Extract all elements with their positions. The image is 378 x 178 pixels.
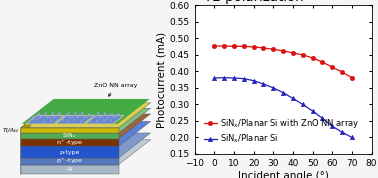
- SiN$_x$/Planar Si: [251, 80, 256, 82]
- Polygon shape: [26, 116, 64, 124]
- Polygon shape: [85, 116, 124, 124]
- SiN$_x$/Planar Si with ZnO NN array: [340, 71, 344, 73]
- Polygon shape: [21, 140, 150, 165]
- SiN$_x$/Planar Si: [350, 136, 354, 138]
- SiN$_x$/Planar Si: [330, 125, 335, 127]
- Polygon shape: [21, 133, 150, 158]
- Text: p-type: p-type: [59, 150, 80, 155]
- Polygon shape: [56, 116, 94, 124]
- Polygon shape: [21, 108, 53, 139]
- Polygon shape: [56, 116, 94, 124]
- Line: SiN$_x$/Planar Si with ZnO NN array: SiN$_x$/Planar Si with ZnO NN array: [212, 44, 354, 80]
- Polygon shape: [26, 116, 64, 124]
- SiN$_x$/Planar Si: [261, 83, 266, 85]
- Polygon shape: [26, 116, 64, 124]
- Polygon shape: [21, 133, 119, 139]
- SiN$_x$/Planar Si with ZnO NN array: [291, 52, 295, 54]
- Polygon shape: [22, 99, 150, 124]
- Polygon shape: [21, 140, 53, 174]
- Polygon shape: [21, 146, 119, 158]
- SiN$_x$/Planar Si: [242, 78, 246, 80]
- Polygon shape: [56, 116, 94, 124]
- SiN$_x$/Planar Si with ZnO NN array: [212, 45, 217, 47]
- Polygon shape: [21, 108, 150, 133]
- SiN$_x$/Planar Si with ZnO NN array: [232, 45, 236, 47]
- Text: Al: Al: [67, 167, 73, 172]
- SiN$_x$/Planar Si with ZnO NN array: [271, 48, 276, 50]
- Polygon shape: [21, 139, 119, 146]
- Line: SiN$_x$/Planar Si: SiN$_x$/Planar Si: [212, 75, 354, 140]
- SiN$_x$/Planar Si: [222, 77, 226, 79]
- Polygon shape: [21, 165, 119, 174]
- SiN$_x$/Planar Si with ZnO NN array: [301, 54, 305, 56]
- Text: SiN$_x$: SiN$_x$: [62, 132, 77, 140]
- X-axis label: Incident angle (°): Incident angle (°): [238, 171, 328, 178]
- SiN$_x$/Planar Si: [212, 77, 217, 79]
- SiN$_x$/Planar Si with ZnO NN array: [320, 61, 325, 63]
- Polygon shape: [21, 103, 53, 133]
- SiN$_x$/Planar Si with ZnO NN array: [350, 77, 354, 79]
- Text: Ti/Au: Ti/Au: [3, 128, 19, 133]
- Text: n$^+$-type: n$^+$-type: [56, 138, 84, 148]
- Polygon shape: [21, 121, 53, 158]
- SiN$_x$/Planar Si: [340, 131, 344, 133]
- Polygon shape: [21, 128, 119, 133]
- Text: ZnO NN array: ZnO NN array: [94, 83, 137, 96]
- Polygon shape: [21, 133, 53, 165]
- Polygon shape: [21, 114, 53, 146]
- SiN$_x$/Planar Si: [232, 77, 236, 79]
- Legend: SiN$_x$/Planar Si with ZnO NN array, SiN$_x$/Planar Si: SiN$_x$/Planar Si with ZnO NN array, SiN…: [202, 116, 361, 147]
- Polygon shape: [21, 158, 119, 165]
- Polygon shape: [85, 116, 124, 124]
- Text: p$^+$-type: p$^+$-type: [56, 156, 84, 166]
- SiN$_x$/Planar Si: [301, 103, 305, 106]
- SiN$_x$/Planar Si with ZnO NN array: [261, 47, 266, 49]
- Polygon shape: [85, 116, 124, 124]
- SiN$_x$/Planar Si: [291, 97, 295, 100]
- Y-axis label: Photocurrent (mA): Photocurrent (mA): [157, 32, 167, 128]
- SiN$_x$/Planar Si with ZnO NN array: [242, 45, 246, 47]
- SiN$_x$/Planar Si: [310, 110, 315, 112]
- Text: TE-polarization: TE-polarization: [203, 0, 303, 4]
- SiN$_x$/Planar Si with ZnO NN array: [310, 57, 315, 59]
- SiN$_x$/Planar Si: [271, 87, 276, 89]
- SiN$_x$/Planar Si: [320, 117, 325, 119]
- SiN$_x$/Planar Si with ZnO NN array: [251, 46, 256, 48]
- SiN$_x$/Planar Si: [281, 91, 285, 94]
- SiN$_x$/Planar Si with ZnO NN array: [281, 50, 285, 52]
- SiN$_x$/Planar Si with ZnO NN array: [222, 45, 226, 47]
- Polygon shape: [21, 121, 150, 146]
- SiN$_x$/Planar Si with ZnO NN array: [330, 66, 335, 68]
- Polygon shape: [21, 103, 150, 128]
- Polygon shape: [21, 114, 150, 139]
